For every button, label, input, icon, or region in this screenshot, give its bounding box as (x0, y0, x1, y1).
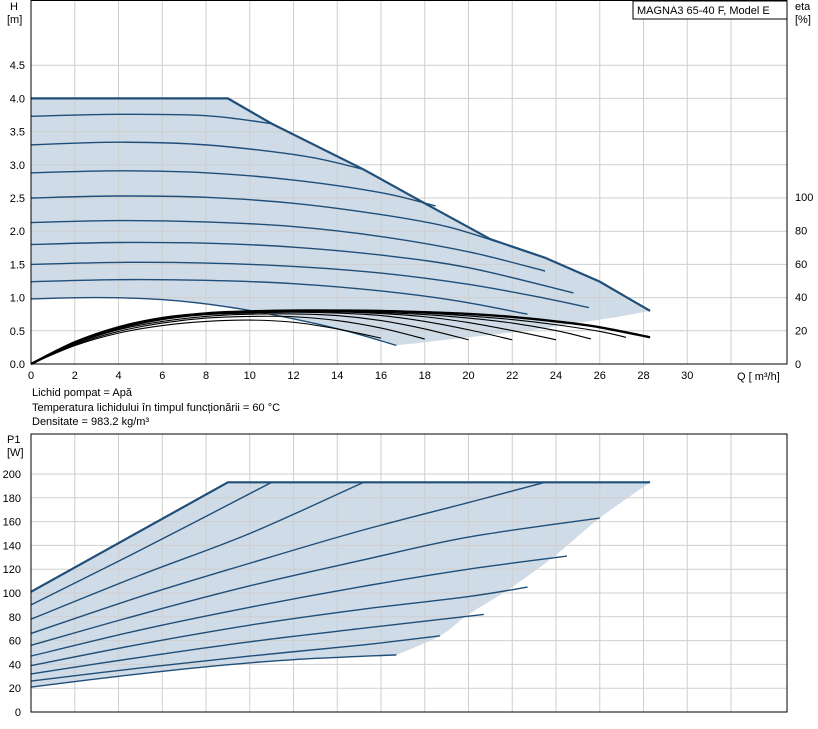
head-speed-curve (30, 113, 272, 125)
model-title-box (632, 0, 788, 20)
x-tick-label: 4 (115, 370, 121, 382)
power-speed-curve (30, 481, 272, 606)
x-tick-label: 30 (681, 370, 693, 382)
power-tick-label: 200 (3, 469, 21, 481)
power-tick-label: 180 (3, 493, 21, 505)
model-title: MAGNA3 65-40 F, Model E (637, 5, 770, 17)
efficiency-curve (30, 311, 513, 365)
power-speed-curve (30, 481, 546, 635)
efficiency-curve (30, 313, 469, 365)
power-speed-curve (30, 635, 441, 682)
head-speed-curve (30, 278, 528, 315)
x-tick-label: 22 (506, 370, 518, 382)
power-speed-curve (30, 481, 364, 620)
head-speed-curve (30, 241, 574, 294)
x-tick-label: 26 (594, 370, 606, 382)
head-tick-label: 1.5 (10, 259, 25, 271)
efficiency-curve (30, 309, 651, 366)
head-speed-curve (30, 195, 498, 243)
x-tick-label: 20 (462, 370, 474, 382)
head-chart: 0 2 4 6 8 10 12 14 16 18 20 22 24 26 28 300.00.51.01.52… (7, 0, 814, 383)
head-speed-curve (30, 261, 589, 309)
eta-tick-label: 100 (795, 192, 813, 204)
head-axis-unit: [m] (7, 14, 22, 26)
power-chart: 0 20 40 60 80 100 120 140 160 180 200 P1 [W] (3, 433, 788, 719)
power-tick-label: 80 (9, 612, 21, 624)
power-tick-label: 100 (3, 588, 21, 600)
eta-tick-label: 40 (795, 292, 807, 304)
efficiency-curve (30, 315, 425, 365)
head-tick-label: 3.0 (10, 160, 25, 172)
x-tick-label: 12 (287, 370, 299, 382)
power-tick-labels: 0 20 40 60 80 100 120 140 160 180 200 (3, 469, 21, 719)
power-axis-label: P1 (7, 434, 20, 446)
power-plot-frame (30, 433, 788, 713)
head-tick-label: 4.0 (10, 93, 25, 105)
x-tick-label: 16 (375, 370, 387, 382)
density-note: Densitate = 983.2 kg/m³ (32, 416, 150, 428)
power-tick-label: 120 (3, 564, 21, 576)
eta-tick-label: 0 (795, 359, 801, 371)
eta-tick-label: 80 (795, 225, 807, 237)
head-tick-label: 0.5 (10, 326, 25, 338)
power-tick-label: 160 (3, 517, 21, 529)
head-tick-label: 1.0 (10, 293, 25, 305)
head-plot-frame (30, 0, 788, 365)
efficiency-curve (30, 319, 382, 365)
x-tick-label: 24 (550, 370, 562, 382)
head-speed-curve (30, 141, 364, 171)
head-area-fill (31, 98, 651, 346)
power-speed-curve (30, 555, 568, 657)
head-tick-label: 2.5 (10, 193, 25, 205)
power-axis-unit: [W] (7, 447, 24, 459)
head-speed-curve (30, 170, 436, 207)
power-speed-curve (30, 613, 484, 675)
head-speed-curve (30, 219, 546, 272)
x-tick-label: 6 (159, 370, 165, 382)
head-tick-label: 2.0 (10, 226, 25, 238)
power-tick-label: 20 (9, 683, 21, 695)
power-speed-curve (30, 586, 528, 667)
head-tick-labels: 0 2 4 6 8 10 12 14 16 18 20 22 24 26 28 300.00.51.01.52… (10, 60, 814, 382)
liquid-temperature-note: Temperatura lichidului în timpul funcțio… (32, 402, 281, 414)
power-tick-label: 0 (15, 707, 21, 719)
x-tick-label: 8 (203, 370, 209, 382)
eta-axis-unit: [%] (795, 14, 811, 26)
x-tick-label: 14 (331, 370, 343, 382)
max-power-curve (30, 481, 651, 593)
power-speed-curve (30, 517, 600, 647)
x-tick-label: 28 (637, 370, 649, 382)
power-tick-label: 60 (9, 636, 21, 648)
eta-axis-label: eta (795, 1, 811, 13)
head-tick-label: 0.0 (10, 359, 25, 371)
eta-tick-label: 20 (795, 326, 807, 338)
eta-tick-label: 60 (795, 259, 807, 271)
power-speed-curve (30, 654, 397, 688)
x-tick-label: 18 (419, 370, 431, 382)
head-tick-label: 3.5 (10, 127, 25, 139)
power-operating-area (31, 482, 651, 688)
power-tick-label: 140 (3, 540, 21, 552)
pumped-liquid-note: Lichid pompat = Apă (32, 387, 132, 399)
head-tick-label: 4.5 (10, 60, 25, 72)
flow-axis-label: Q [ m³/h] (737, 371, 780, 383)
head-grid (31, 1, 787, 364)
power-tick-label: 40 (9, 659, 21, 671)
head-axis-label: H (10, 1, 18, 13)
efficiency-curves (30, 309, 651, 366)
x-tick-label: 10 (244, 370, 256, 382)
power-curves (30, 481, 651, 688)
head-operating-area (31, 98, 651, 346)
x-tick-label: 2 (72, 370, 78, 382)
x-tick-label: 0 (28, 370, 34, 382)
power-area-fill (31, 482, 651, 688)
head-curves (30, 97, 651, 347)
